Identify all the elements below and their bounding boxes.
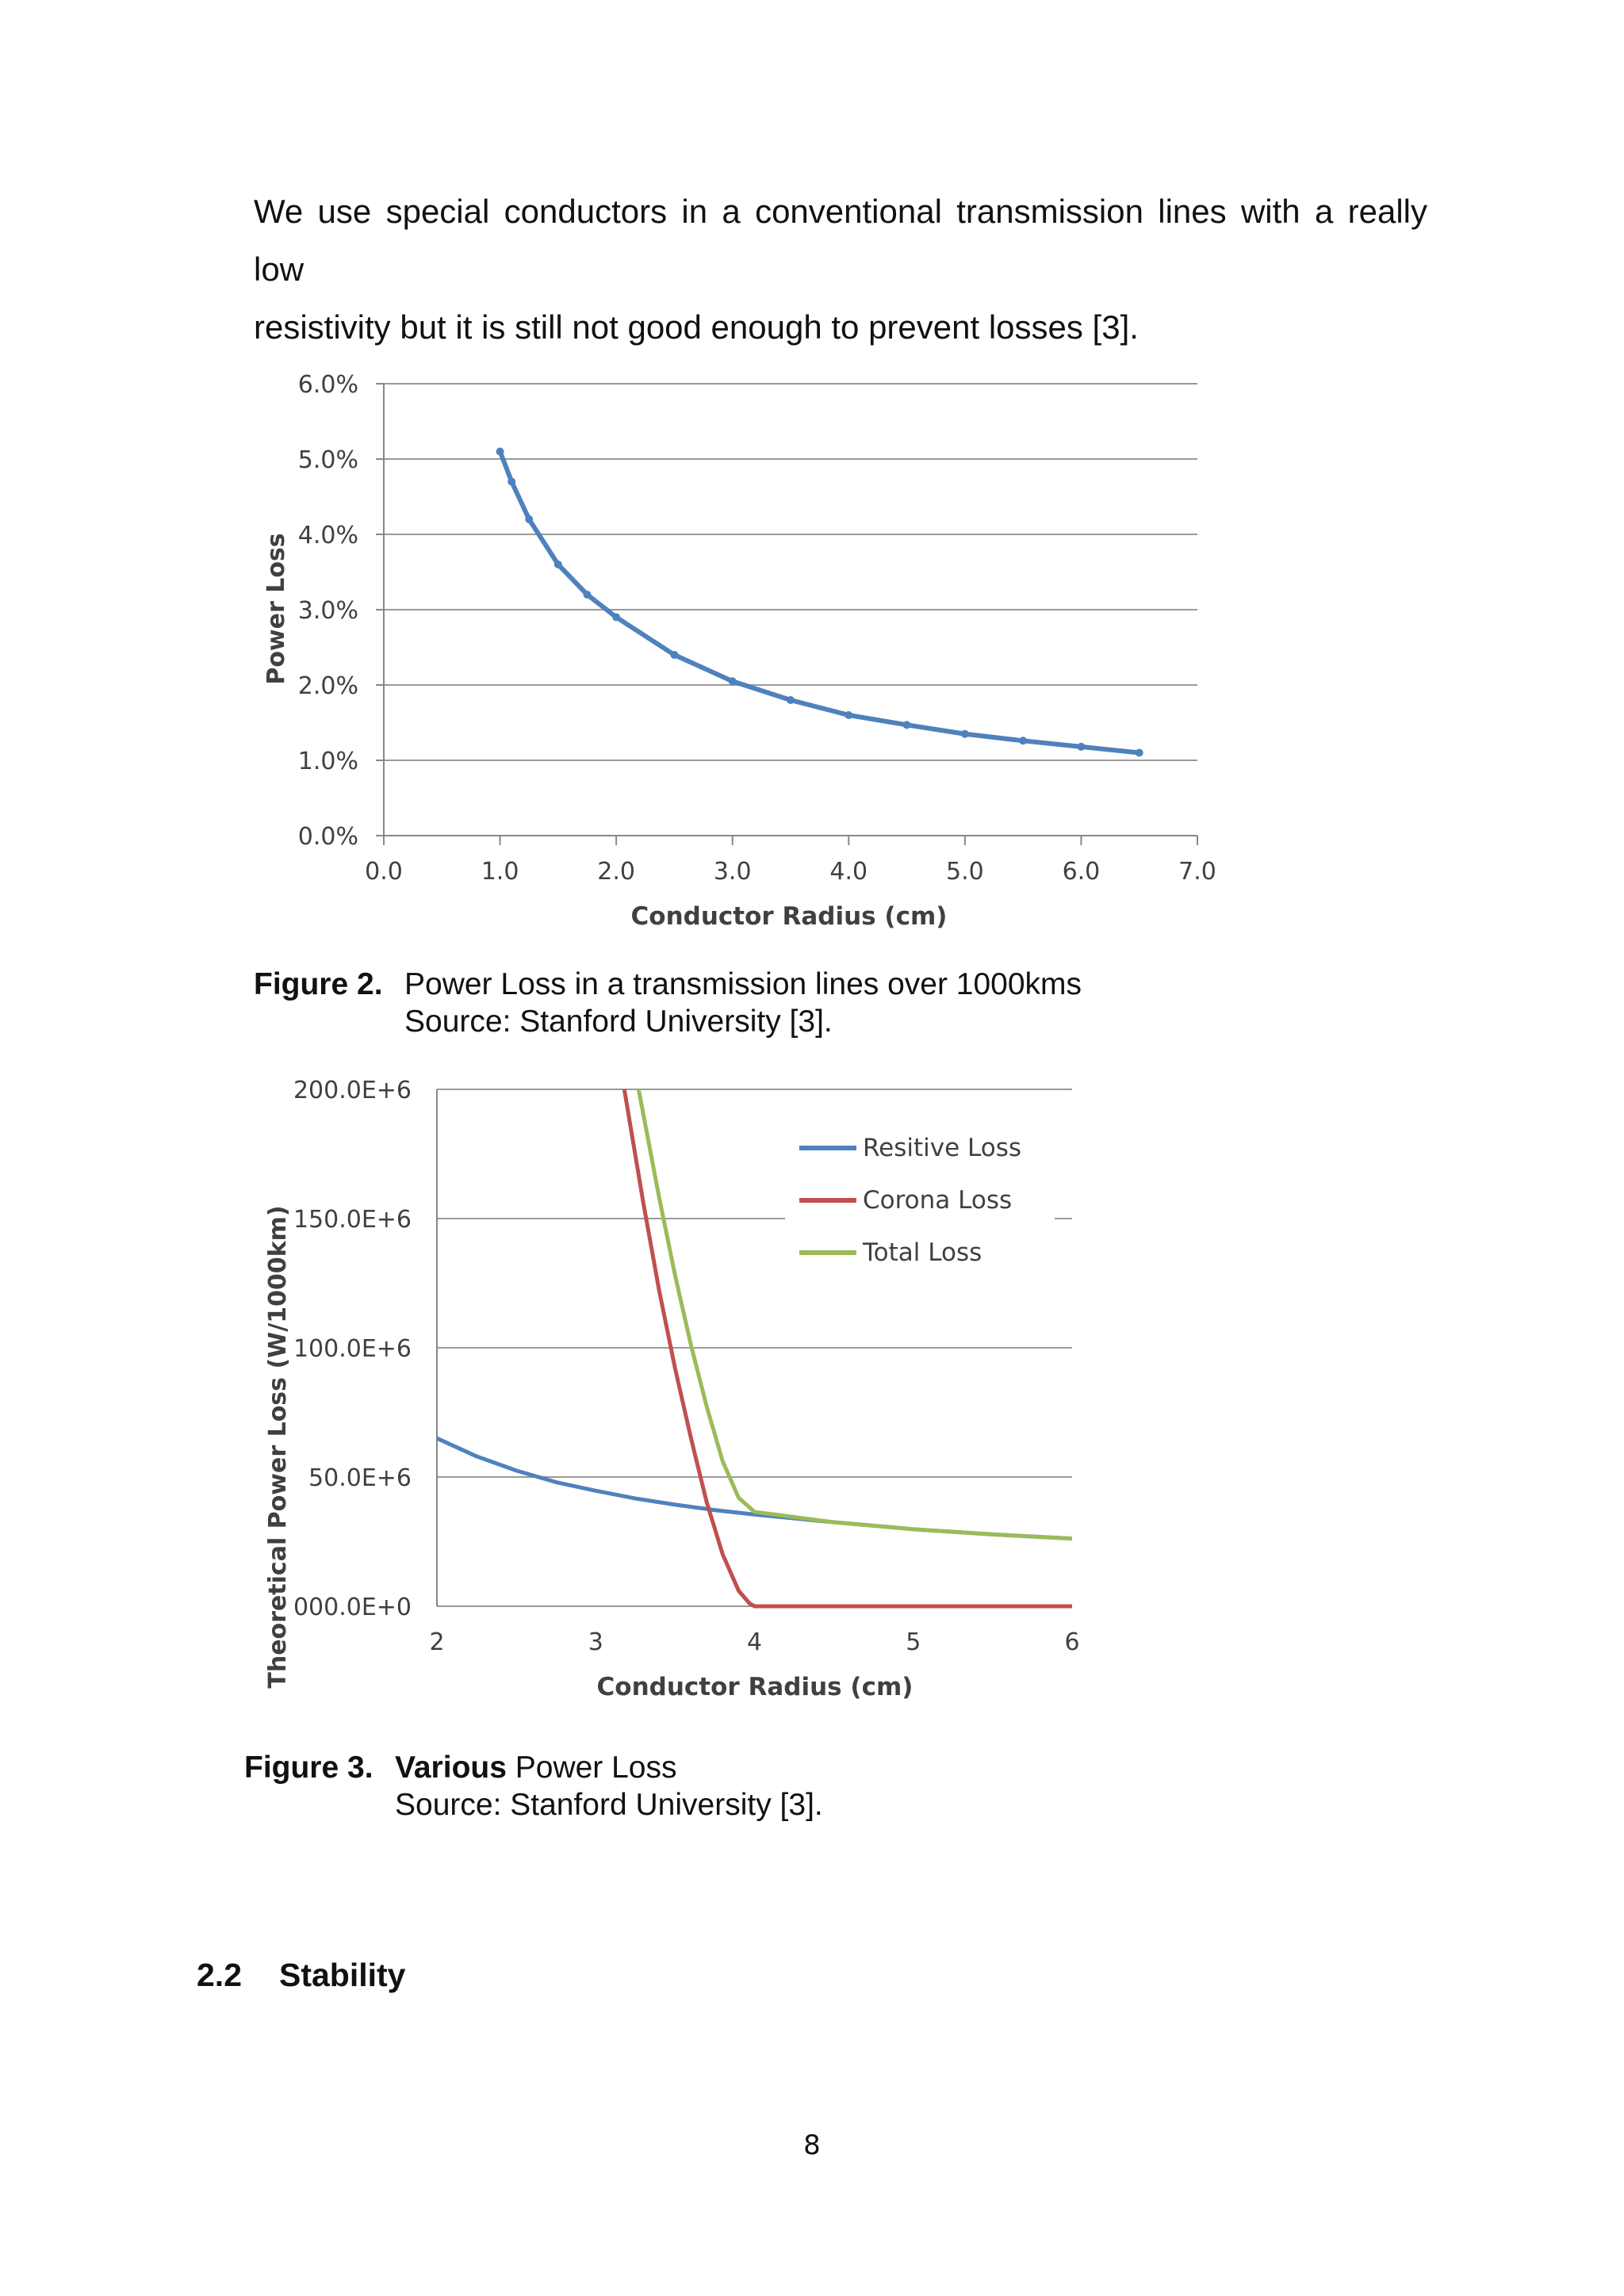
series-line-1 <box>622 1089 1072 1609</box>
x-tick-label: 1.0 <box>481 858 519 886</box>
y-tick-label: 150.0E+6 <box>293 1206 412 1234</box>
body-paragraph: We use special conductors in a conventio… <box>254 182 1427 356</box>
legend-label: Corona Loss <box>863 1186 1012 1215</box>
data-point <box>496 447 504 456</box>
y-tick-label: 1.0% <box>298 748 358 775</box>
x-tick-label: 6.0 <box>1063 858 1101 886</box>
x-tick-label: 2.0 <box>597 858 635 886</box>
y-tick-label: 4.0% <box>298 522 358 549</box>
x-tick-label: 3 <box>588 1628 603 1656</box>
data-point <box>1019 737 1028 745</box>
legend-label: Resitive Loss <box>863 1134 1021 1162</box>
x-tick-label: 7.0 <box>1178 858 1216 886</box>
y-axis-label: Theoretical Power Loss (W/1000km) <box>264 1205 292 1688</box>
page-number: 8 <box>803 2130 821 2161</box>
figure-2-title: Power Loss in a transmission lines over … <box>404 967 1082 1001</box>
x-tick-label: 5 <box>906 1628 921 1656</box>
y-tick-label: 000.0E+0 <box>293 1594 412 1621</box>
various-power-loss-chart: 000.0E+050.0E+6100.0E+6150.0E+6200.0E+6 … <box>264 1077 1080 1701</box>
y-tick-label: 2.0% <box>298 672 358 700</box>
data-point <box>583 591 592 599</box>
data-point <box>612 613 621 622</box>
x-tick-label: 5.0 <box>946 858 984 886</box>
y-tick-label: 50.0E+6 <box>308 1464 412 1492</box>
y-tick-label: 200.0E+6 <box>293 1077 412 1104</box>
power-loss-curve <box>497 449 1142 756</box>
y-tick-label: 3.0% <box>298 597 358 625</box>
section-heading: 2.2 Stability <box>197 1957 405 1994</box>
figure-3-source: Source: Stanford University [3]. <box>395 1788 823 1822</box>
x-tick-label: 4 <box>747 1628 762 1656</box>
series-line-0 <box>437 1436 1072 1541</box>
x-tick-label: 3.0 <box>714 858 752 886</box>
figure-3-caption: Figure 3. Various Power Loss Source: Sta… <box>244 1749 1275 1828</box>
data-point <box>902 721 911 729</box>
paragraph-line-1: We use special conductors in a conventio… <box>254 193 1427 288</box>
figure-2-label: Figure 2. <box>254 967 383 1001</box>
power-loss-chart: 0.0% 1.0% 2.0% 3.0% 4.0% 5.0% 6.0% 0.0 1.0 2.0 3.… <box>262 371 1216 931</box>
figure-3-title-rest: Power Loss <box>506 1751 677 1785</box>
data-point <box>508 477 516 486</box>
figure-3-title: Various Power Loss <box>395 1749 823 1786</box>
y-tick-label: 5.0% <box>298 446 358 474</box>
y-axis-label: Power Loss <box>262 533 290 684</box>
data-point <box>960 729 969 738</box>
data-point <box>728 677 737 686</box>
series-line-2 <box>636 1089 1072 1541</box>
data-point <box>845 711 853 719</box>
legend-label: Total Loss <box>862 1238 982 1267</box>
y-tick-label: 0.0% <box>298 823 358 851</box>
paragraph-line-2: resistivity but it is still not good eno… <box>254 308 1139 346</box>
data-point <box>1077 742 1086 751</box>
data-point <box>670 651 679 659</box>
data-point <box>553 561 562 568</box>
x-tick-label: 0.0 <box>365 858 403 886</box>
x-tick-label: 4.0 <box>829 858 868 886</box>
x-axis-label: Conductor Radius (cm) <box>597 1673 914 1701</box>
figure-3-title-bold: Various <box>395 1751 507 1785</box>
data-point <box>1135 748 1143 757</box>
section-number: 2.2 <box>197 1957 242 1993</box>
figure-2-caption: Figure 2. Power Loss in a transmission l… <box>254 966 1285 1045</box>
data-point <box>525 515 534 523</box>
x-tick-label: 6 <box>1064 1628 1079 1656</box>
section-title: Stability <box>279 1957 406 1993</box>
x-tick-label: 2 <box>429 1628 444 1656</box>
y-tick-label: 100.0E+6 <box>293 1335 412 1363</box>
y-tick-label: 6.0% <box>298 371 358 399</box>
data-point <box>787 696 795 704</box>
x-axis-label: Conductor Radius (cm) <box>631 902 948 931</box>
figure-2-source: Source: Stanford University [3]. <box>404 1004 833 1039</box>
figure-3-label: Figure 3. <box>244 1751 373 1785</box>
